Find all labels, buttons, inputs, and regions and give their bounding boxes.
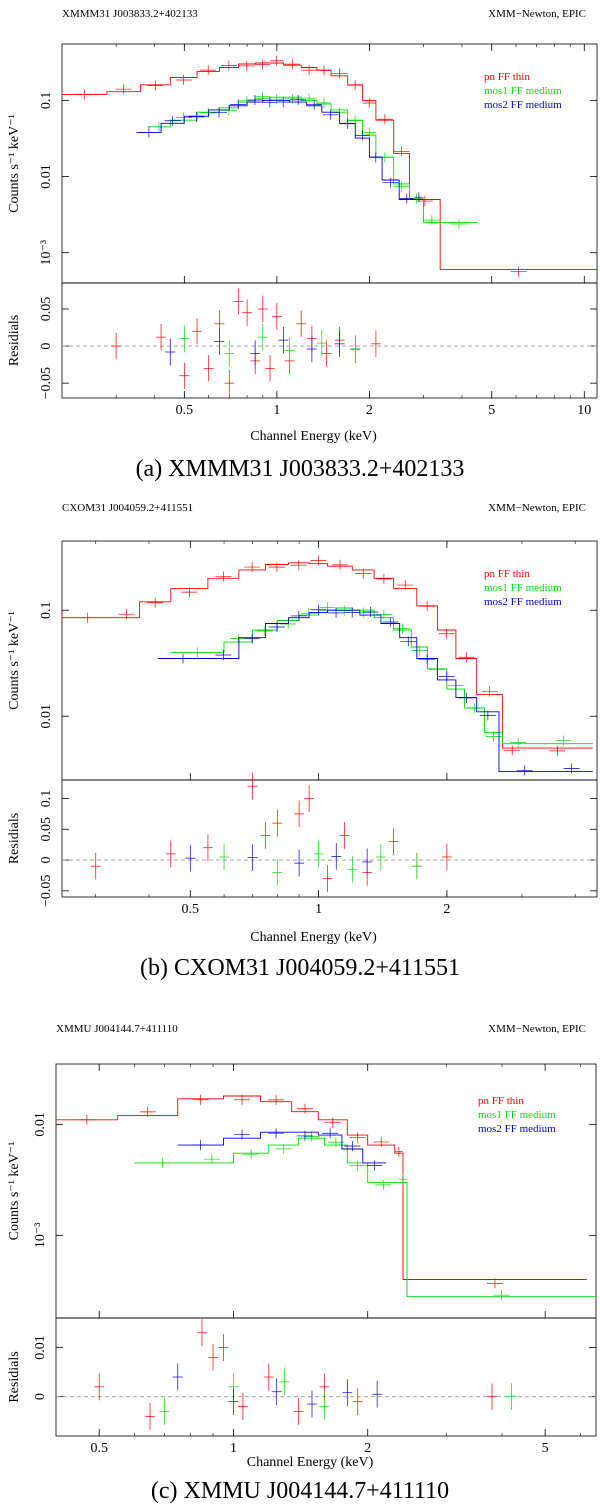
panel-a-caption: (a) XMMM31 J003833.2+402133 [135, 456, 465, 482]
residual-frame [61, 282, 598, 399]
residual-tick-label: −0.05 [39, 367, 54, 399]
residual-tick-label: −0.05 [39, 875, 54, 907]
residual-axis-label: Residials [7, 1351, 22, 1402]
residual-axis-label: Residials [7, 315, 22, 366]
panel-b-chart: 0.5 1 2 0.1 0.01 0.1 0.05 0 −0.05 Counts s⁻¹ keV⁻… [7, 540, 598, 945]
y-tick-label: 10⁻³ [33, 1223, 48, 1249]
y-axis-label: Counts s⁻¹ keV⁻¹ [7, 1142, 22, 1241]
legend-entry: pn FF thin [484, 71, 530, 83]
y-axis-label: Counts s⁻¹ keV⁻¹ [7, 611, 22, 710]
x-tick-label: 2 [364, 1441, 371, 1456]
legend-entry: mos2 FF medium [478, 1123, 556, 1135]
residual-tick-label: 0 [33, 1393, 48, 1400]
x-tick-label: 5 [488, 403, 495, 418]
residual-frame [55, 1317, 597, 1437]
model-line [177, 1131, 387, 1164]
panel-c-caption: (c) XMMU J004144.7+411110 [150, 1478, 450, 1504]
residual-tick-label: 0 [39, 857, 54, 864]
panel-a-chart: 0.5 1 2 5 10 0.1 0.01 10⁻³ 0.05 0 −0.05 Counts s⁻¹ … [7, 43, 598, 444]
model-line [158, 609, 593, 773]
model-line [62, 62, 597, 271]
x-tick-label: 0.5 [176, 403, 194, 418]
x-tick-label: 5 [542, 1441, 549, 1456]
panel-a: XMMM31 J003833.2+402133 XMM−Newton, EPIC… [0, 0, 600, 500]
y-tick-label: 10⁻³ [39, 240, 54, 266]
legend-entry: mos1 FF medium [478, 1109, 556, 1121]
x-tick-label: 1 [315, 902, 322, 917]
panel-b: CXOM31 J004059.2+411551 XMM−Newton, EPIC… [0, 497, 600, 997]
x-tick-label: 1 [273, 403, 280, 418]
residual-tick-label: 0 [39, 343, 54, 350]
legend-entry: mos1 FF medium [484, 85, 562, 97]
legend-entry: mos2 FF medium [484, 596, 562, 608]
panel-b-source-name: CXOM31 J004059.2+411551 [62, 502, 194, 514]
panel-a-source-name: XMMM31 J003833.2+402133 [62, 8, 198, 20]
x-tick-label: 0.5 [182, 902, 200, 917]
y-tick-label: 0.1 [39, 92, 54, 110]
panel-c-instrument: XMM−Newton, EPIC [488, 1023, 586, 1035]
panel-c: XMMU J004144.7+411110 XMM−Newton, EPIC 0… [0, 1014, 600, 1508]
legend-entry: mos2 FF medium [484, 99, 562, 111]
y-tick-label: 0.1 [39, 601, 54, 619]
x-tick-label: 2 [443, 902, 450, 917]
panel-c-source-name: XMMU J004144.7+411110 [56, 1023, 178, 1035]
panel-b-caption: (b) CXOM31 J004059.2+411551 [140, 955, 460, 981]
x-tick-label: 2 [366, 403, 373, 418]
residual-tick-label: 0.05 [39, 297, 54, 322]
x-axis-label: Channel Energy (keV) [250, 930, 377, 945]
x-axis-label: Channel Energy (keV) [247, 1455, 374, 1470]
panel-a-instrument: XMM−Newton, EPIC [488, 8, 586, 20]
y-tick-label: 0.01 [33, 1112, 48, 1137]
residual-tick-label: 0.05 [39, 817, 54, 842]
model-line [134, 1137, 596, 1298]
x-tick-label: 1 [230, 1441, 237, 1456]
y-tick-label: 0.01 [39, 164, 54, 189]
residual-frame [61, 779, 598, 898]
y-axis-label: Counts s⁻¹ keV⁻¹ [7, 114, 22, 213]
legend-entry: pn FF thin [478, 1095, 524, 1107]
residual-tick-label: 0.1 [39, 790, 54, 808]
legend-entry: pn FF thin [484, 568, 530, 580]
model-line [136, 99, 424, 200]
residual-axis-label: Residials [7, 813, 22, 864]
x-axis-label: Channel Energy (keV) [250, 429, 377, 444]
panel-b-instrument: XMM−Newton, EPIC [488, 502, 586, 514]
x-tick-label: 0.5 [90, 1441, 108, 1456]
residual-tick-label: 0.01 [33, 1335, 48, 1360]
panel-c-chart: 0.5 1 2 5 0.01 10⁻³ 0.01 0 Counts s⁻¹ keV⁻¹ Resid… [7, 1063, 597, 1470]
y-tick-label: 0.01 [39, 704, 54, 729]
x-tick-label: 10 [577, 403, 591, 418]
model-line [170, 607, 593, 745]
legend-entry: mos1 FF medium [484, 582, 562, 594]
